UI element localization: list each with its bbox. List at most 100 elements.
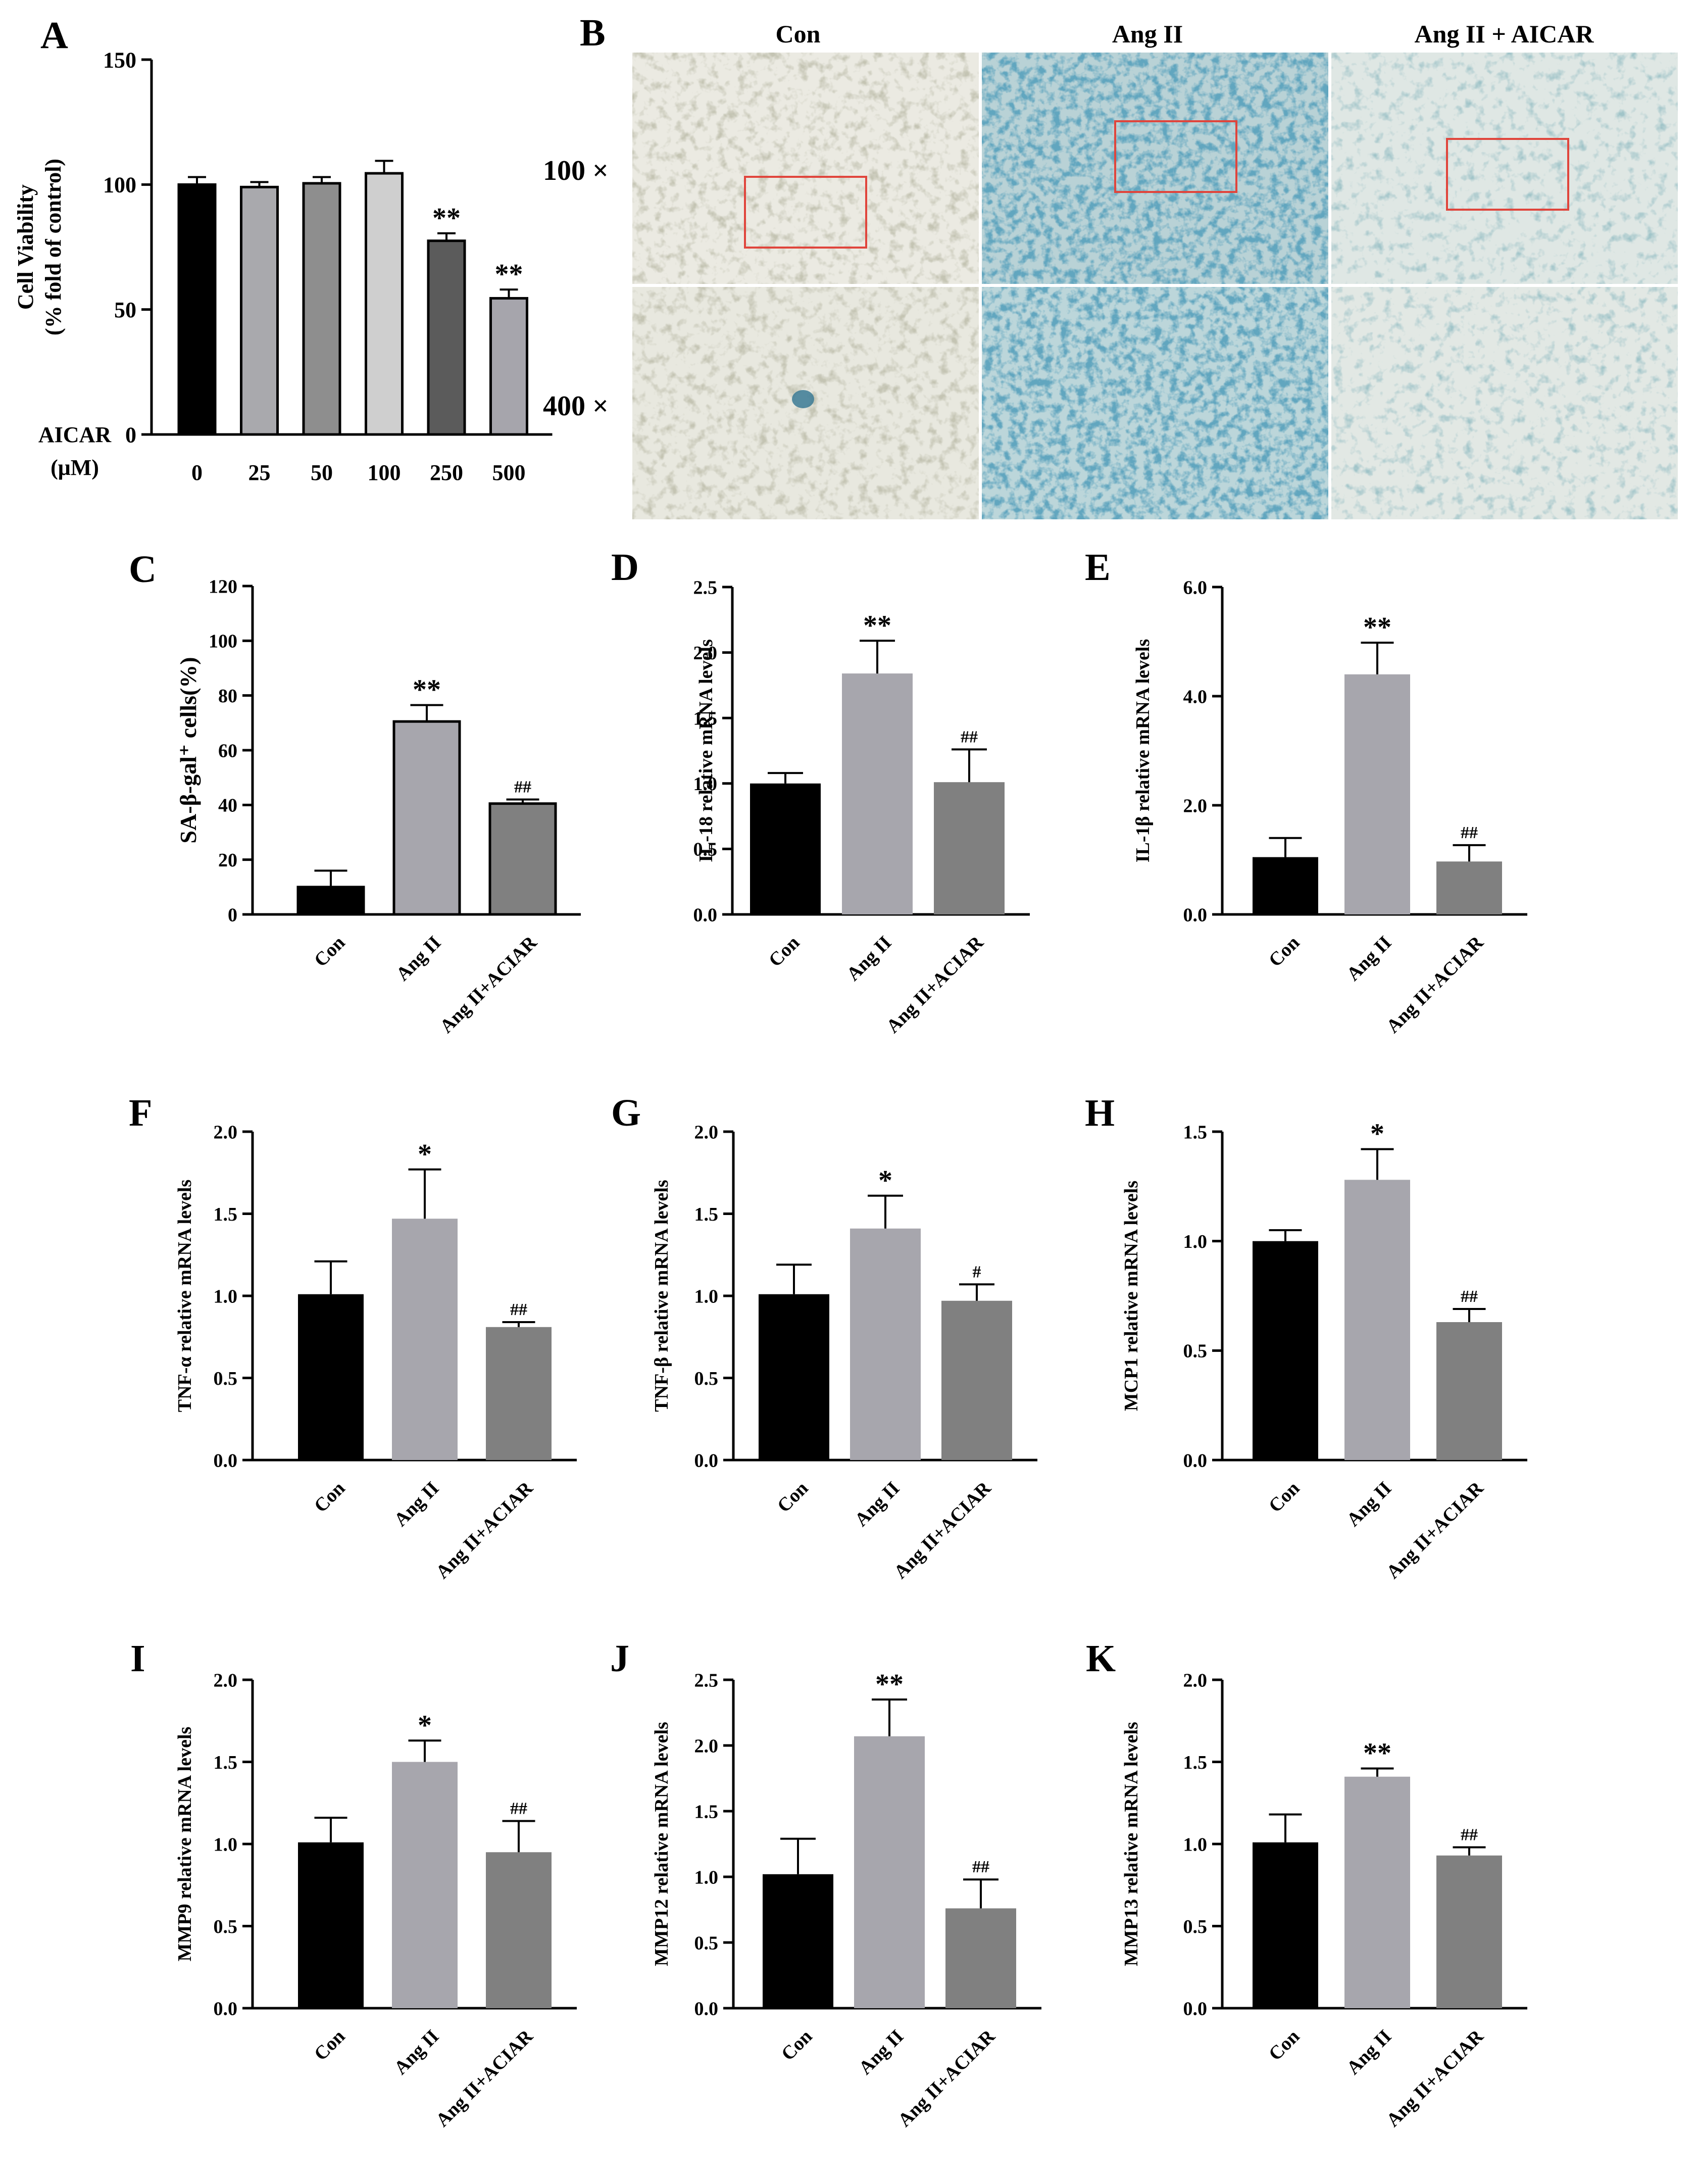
significance-label-k-1: ** <box>1363 1738 1391 1769</box>
y-tick-label: 2.0 <box>214 1670 238 1691</box>
bar-a-4 <box>427 239 466 436</box>
significance-label-c-2: ## <box>514 778 531 797</box>
x-tick-label-k-1: Ang II <box>1342 2026 1395 2079</box>
bar-k-1 <box>1344 1776 1410 2008</box>
y-tick-label: 0.0 <box>694 1998 719 2019</box>
y-tick-label: 0 <box>125 422 136 447</box>
chart-panel-a: A 0 50 100 150 Cell Viability (% fold of contr… <box>13 14 553 485</box>
significance-label-g-1: * <box>878 1165 892 1196</box>
bar-a-3 <box>365 172 404 436</box>
x-tick-label-c-1: Ang II <box>392 932 445 985</box>
panel-letter-h: H <box>1085 1092 1115 1134</box>
bar-f-1 <box>392 1219 458 1460</box>
y-tick-label: 100 <box>103 173 136 198</box>
x-tick-label-c-2: Ang II+ACIAR <box>436 932 541 1037</box>
y-tick-label: 2.0 <box>693 643 718 664</box>
bar-g-2 <box>941 1300 1012 1460</box>
x-tick-label-d-1: Ang II <box>842 932 895 985</box>
bar-j-1 <box>854 1736 925 2008</box>
chart-panel-e: E 0.0 2.0 4.0 6.0 IL-1β relative mRNA levels C… <box>1085 546 1527 1037</box>
significance-label-j-2: ## <box>972 1858 989 1876</box>
y-tick-label: 6.0 <box>1183 577 1208 598</box>
micrograph-aicar-400x <box>1331 287 1678 519</box>
significance-label-j-1: ** <box>875 1669 904 1700</box>
bar-k-2 <box>1436 1855 1502 2008</box>
bar-d-0 <box>750 783 821 914</box>
x-tick-label-e-0: Con <box>1265 932 1304 971</box>
bar-e-0 <box>1253 857 1318 914</box>
bar-k-0 <box>1253 1842 1318 2008</box>
x-axis-label: AICAR <box>38 422 112 447</box>
panel-letter-e: E <box>1085 546 1111 589</box>
y-tick-label: 100 <box>209 631 237 652</box>
y-tick-label: 0 <box>228 904 237 926</box>
x-tick-label-h-1: Ang II <box>1342 1478 1395 1531</box>
chart-panel-d: D 0.0 0.5 1.0 1.5 2.0 2.5 IL-18 relative mRNA l… <box>611 546 1030 1037</box>
bar-a-5 <box>489 297 528 436</box>
bar-h-2 <box>1436 1322 1502 1460</box>
bar-c-0 <box>296 886 365 916</box>
bar-f-2 <box>486 1327 552 1460</box>
panel-letter-d: D <box>611 546 639 589</box>
micrograph-aicar-100x <box>1331 53 1678 284</box>
chart-panel-g: G 0.0 0.5 1.0 1.5 2.0 TNF-β relative mRNA leve… <box>611 1092 1037 1583</box>
y-tick-label: 4.0 <box>1183 686 1208 707</box>
y-tick-label: 1.5 <box>1183 1752 1208 1773</box>
significance-label-h-1: * <box>1370 1119 1384 1150</box>
bar-e-2 <box>1436 861 1502 914</box>
y-tick-label: 1.5 <box>214 1752 238 1773</box>
panel-letter-j: J <box>610 1637 629 1680</box>
panel-letter-i: I <box>130 1637 145 1680</box>
y-tick-label: 120 <box>209 576 237 597</box>
significance-label-a-5: ** <box>495 259 523 290</box>
x-tick-label-g-1: Ang II <box>851 1478 904 1531</box>
y-tick-label: 50 <box>114 298 136 322</box>
x-tick-label-e-1: Ang II <box>1342 932 1395 985</box>
x-tick-label-a-1: 25 <box>248 460 271 485</box>
y-tick-label: 40 <box>218 795 237 816</box>
x-tick-label-a-3: 100 <box>368 460 401 485</box>
chart-panel-h: H 0.0 0.5 1.0 1.5 MCP1 relative mRNA levels Co… <box>1085 1092 1527 1583</box>
y-tick-label: 2.0 <box>694 1122 719 1143</box>
micrograph-con-100x <box>632 53 979 284</box>
bar-d-2 <box>934 782 1005 914</box>
x-tick-label-d-0: Con <box>765 932 804 971</box>
x-tick-label-f-0: Con <box>310 1478 349 1517</box>
bar-h-0 <box>1253 1241 1318 1460</box>
significance-label-k-2: ## <box>1461 1826 1478 1845</box>
y-tick-label: 2.0 <box>1183 795 1208 816</box>
column-label-con: Con <box>776 20 821 48</box>
y-axis-label: IL-18 relative mRNA levels <box>695 639 717 862</box>
y-tick-label: 1.0 <box>214 1834 238 1855</box>
column-label-ang-ii: Ang II <box>1112 20 1183 48</box>
bar-j-2 <box>945 1908 1016 2008</box>
y-tick-label: 0.0 <box>1183 904 1208 926</box>
x-tick-label-f-1: Ang II <box>390 1478 443 1531</box>
panel-letter-g: G <box>611 1092 641 1134</box>
y-tick-label: 0.5 <box>693 839 718 860</box>
y-axis-label: SA-β-gal⁺ cells(%) <box>175 657 201 843</box>
x-tick-label-h-2: Ang II+ACIAR <box>1382 1477 1488 1583</box>
y-axis-label: TNF-β relative mRNA levels <box>651 1180 672 1412</box>
bar-i-1 <box>392 1762 458 2008</box>
bar-d-1 <box>842 673 913 914</box>
bar-j-0 <box>763 1874 833 2008</box>
panel-letter-a: A <box>40 14 68 57</box>
y-tick-label: 1.0 <box>694 1867 719 1888</box>
x-tick-label-j-0: Con <box>777 2026 816 2065</box>
significance-label-a-4: ** <box>432 203 461 234</box>
y-tick-label: 0.0 <box>214 1998 238 2019</box>
x-tick-label-c-0: Con <box>310 932 349 971</box>
panel-letter-k: K <box>1086 1637 1116 1680</box>
roi-box <box>1114 120 1237 193</box>
x-tick-label-e-2: Ang II+ACIAR <box>1382 932 1488 1037</box>
significance-label-f-2: ## <box>510 1300 527 1319</box>
y-tick-label: 0.0 <box>1183 1450 1208 1471</box>
y-tick-label: 1.5 <box>214 1204 238 1225</box>
y-tick-label: 20 <box>218 850 237 871</box>
chart-panel-i: I 0.0 0.5 1.0 1.5 2.0 MMP9 relative mRNA level… <box>130 1637 577 2131</box>
x-tick-label-i-2: Ang II+ACIAR <box>432 2025 537 2131</box>
panel-letter-f: F <box>129 1092 152 1134</box>
significance-label-e-2: ## <box>1461 823 1478 842</box>
y-tick-label: 1.5 <box>693 708 718 730</box>
